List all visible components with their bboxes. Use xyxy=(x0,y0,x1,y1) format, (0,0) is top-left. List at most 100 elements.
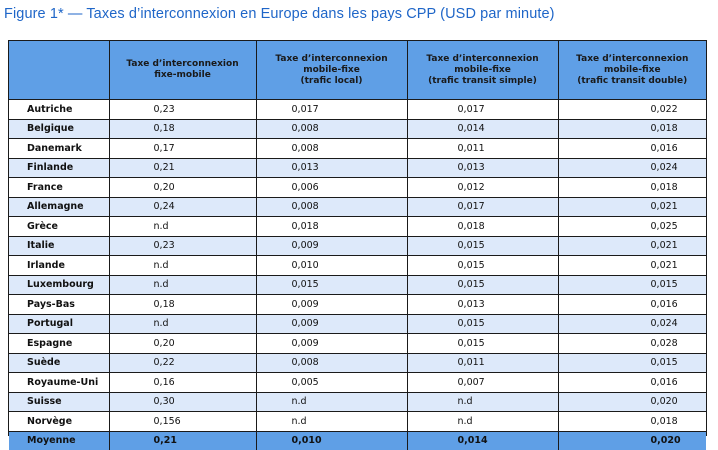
cell-single-transit: 0,007 xyxy=(407,373,558,393)
cell-fixed-mobile: 0,17 xyxy=(109,139,256,159)
row-country: Moyenne xyxy=(9,431,109,450)
cell-local: n.d xyxy=(256,412,407,432)
cell-double-transit: 0,021 xyxy=(558,236,706,256)
cell-single-transit: 0,017 xyxy=(407,197,558,217)
header-mobile-fixed-local: Taxe d’interconnexion mobile-fixe (trafi… xyxy=(256,41,407,100)
cell-fixed-mobile: n.d xyxy=(109,275,256,295)
cell-single-transit: 0,015 xyxy=(407,256,558,276)
cell-local: 0,008 xyxy=(256,353,407,373)
cell-double-transit: 0,021 xyxy=(558,256,706,276)
cell-single-transit: 0,017 xyxy=(407,100,558,120)
header-country xyxy=(9,41,109,100)
cell-double-transit: 0,015 xyxy=(558,353,706,373)
cell-single-transit: 0,014 xyxy=(407,431,558,450)
cell-fixed-mobile: 0,20 xyxy=(109,334,256,354)
cell-fixed-mobile: 0,23 xyxy=(109,100,256,120)
row-country: Italie xyxy=(9,236,109,256)
cell-fixed-mobile: n.d xyxy=(109,314,256,334)
cell-local: 0,009 xyxy=(256,295,407,315)
cell-fixed-mobile: 0,22 xyxy=(109,353,256,373)
cell-single-transit: 0,015 xyxy=(407,275,558,295)
cell-fixed-mobile: 0,18 xyxy=(109,295,256,315)
row-country: Suède xyxy=(9,353,109,373)
header-mobile-fixed-double-transit: Taxe d’interconnexion mobile-fixe (trafi… xyxy=(558,41,706,100)
cell-fixed-mobile: n.d xyxy=(109,217,256,237)
cell-double-transit: 0,024 xyxy=(558,314,706,334)
cell-double-transit: 0,018 xyxy=(558,178,706,198)
header-line: Taxe d’interconnexion xyxy=(257,54,407,65)
cell-single-transit: n.d xyxy=(407,412,558,432)
cell-local: 0,015 xyxy=(256,275,407,295)
cell-local: 0,009 xyxy=(256,334,407,354)
cell-single-transit: 0,015 xyxy=(407,236,558,256)
row-country: France xyxy=(9,178,109,198)
row-country: Portugal xyxy=(9,314,109,334)
row-country: Irlande xyxy=(9,256,109,276)
header-line: Taxe d’interconnexion xyxy=(559,54,707,65)
interconnection-table: Taxe d’interconnexion fixe-mobile Taxe d… xyxy=(9,41,706,450)
row-country: Luxembourg xyxy=(9,275,109,295)
cell-fixed-mobile: 0,24 xyxy=(109,197,256,217)
cell-double-transit: 0,018 xyxy=(558,412,706,432)
cell-local: 0,009 xyxy=(256,314,407,334)
cell-double-transit: 0,022 xyxy=(558,100,706,120)
cell-local: 0,006 xyxy=(256,178,407,198)
row-country: Royaume-Uni xyxy=(9,373,109,393)
cell-local: 0,008 xyxy=(256,139,407,159)
header-line: (trafic transit simple) xyxy=(408,76,558,87)
cell-single-transit: 0,013 xyxy=(407,295,558,315)
row-country: Espagne xyxy=(9,334,109,354)
cell-local: 0,018 xyxy=(256,217,407,237)
header-line: Taxe d’interconnexion xyxy=(408,54,558,65)
row-country: Belgique xyxy=(9,119,109,139)
cell-double-transit: 0,015 xyxy=(558,275,706,295)
header-line: (trafic transit double) xyxy=(559,76,707,87)
header-fixed-mobile: Taxe d’interconnexion fixe-mobile xyxy=(109,41,256,100)
cell-fixed-mobile: n.d xyxy=(109,256,256,276)
cell-fixed-mobile: 0,21 xyxy=(109,431,256,450)
cell-fixed-mobile: 0,18 xyxy=(109,119,256,139)
header-line: Taxe d’interconnexion xyxy=(110,59,256,70)
cell-local: 0,009 xyxy=(256,236,407,256)
row-country: Suisse xyxy=(9,392,109,412)
cell-double-transit: 0,021 xyxy=(558,197,706,217)
cell-single-transit: 0,015 xyxy=(407,314,558,334)
cell-fixed-mobile: 0,23 xyxy=(109,236,256,256)
cell-double-transit: 0,025 xyxy=(558,217,706,237)
cell-local: n.d xyxy=(256,392,407,412)
cell-double-transit: 0,024 xyxy=(558,158,706,178)
figure-title: Figure 1* — Taxes d’interconnexion en Eu… xyxy=(4,6,555,22)
header-line: mobile-fixe xyxy=(257,65,407,76)
row-country: Allemagne xyxy=(9,197,109,217)
cell-single-transit: 0,011 xyxy=(407,139,558,159)
cell-local: 0,008 xyxy=(256,119,407,139)
cell-local: 0,010 xyxy=(256,256,407,276)
cell-double-transit: 0,016 xyxy=(558,373,706,393)
interconnection-table-frame: Taxe d’interconnexion fixe-mobile Taxe d… xyxy=(8,40,707,436)
cell-single-transit: 0,012 xyxy=(407,178,558,198)
header-mobile-fixed-single-transit: Taxe d’interconnexion mobile-fixe (trafi… xyxy=(407,41,558,100)
cell-fixed-mobile: 0,30 xyxy=(109,392,256,412)
cell-single-transit: 0,013 xyxy=(407,158,558,178)
cell-single-transit: 0,011 xyxy=(407,353,558,373)
cell-double-transit: 0,018 xyxy=(558,119,706,139)
cell-local: 0,008 xyxy=(256,197,407,217)
cell-local: 0,005 xyxy=(256,373,407,393)
cell-double-transit: 0,016 xyxy=(558,139,706,159)
cell-fixed-mobile: 0,16 xyxy=(109,373,256,393)
header-line: (trafic local) xyxy=(257,76,407,87)
cell-double-transit: 0,020 xyxy=(558,392,706,412)
